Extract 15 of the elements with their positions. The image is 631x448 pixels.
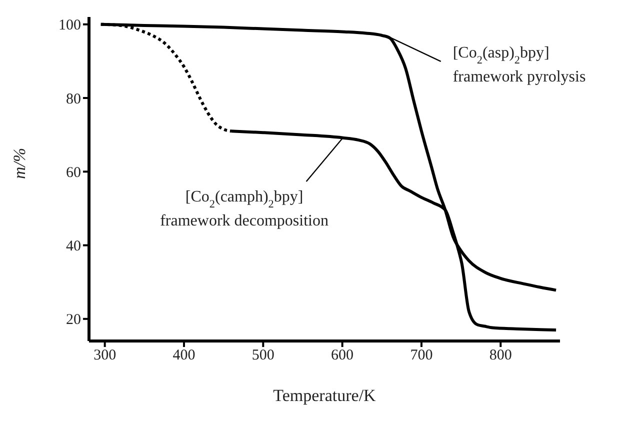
y-axis-title: m/% xyxy=(10,148,30,179)
x-tick-label: 800 xyxy=(489,348,512,364)
x-tick-label: 700 xyxy=(410,348,433,364)
x-tick-label: 500 xyxy=(252,348,274,364)
y-tick-label: 20 xyxy=(66,312,81,328)
y-tick-label: 60 xyxy=(66,164,81,181)
annotation: [Co$_{2}$(camph)$_{2}$bpy] framework decomposition xyxy=(160,188,329,230)
x-tick-label: 600 xyxy=(331,348,354,364)
y-tick-label: 80 xyxy=(66,91,81,108)
x-tick-label: 300 xyxy=(94,348,116,364)
x-tick-label: 400 xyxy=(172,348,196,364)
y-tick-label: 40 xyxy=(66,238,81,255)
x-axis-title: Temperature/K xyxy=(273,386,377,406)
y-tick-label: 100 xyxy=(58,18,81,34)
annotation: [Co$_{2}$(asp)$_{2}$bpy] framework pyrolysis xyxy=(452,44,586,86)
